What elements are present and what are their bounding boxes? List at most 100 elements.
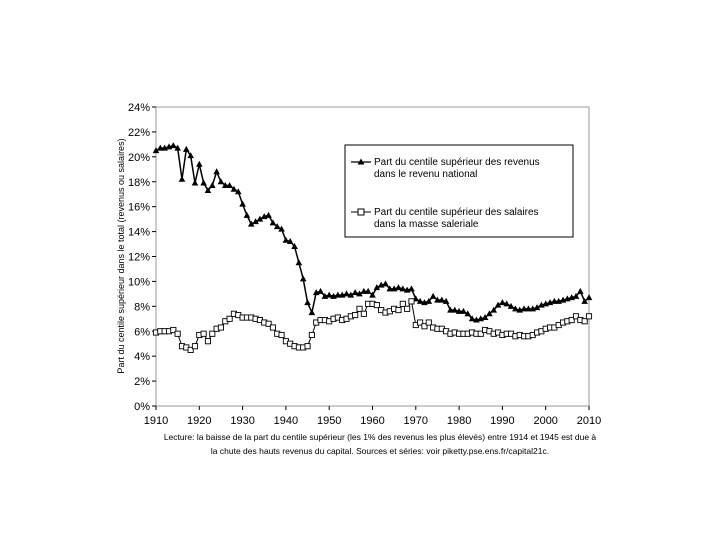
data-point-revenus — [499, 299, 506, 306]
data-point-salaires — [399, 300, 406, 307]
data-point-revenus — [490, 306, 498, 313]
data-point-revenus — [507, 302, 515, 309]
x-tick-label: 1950 — [317, 415, 341, 427]
data-point-revenus — [252, 218, 259, 225]
data-point-salaires — [265, 320, 272, 327]
data-point-revenus — [438, 296, 446, 303]
data-point-revenus — [585, 294, 593, 301]
series-layer — [152, 142, 593, 353]
data-point-revenus — [196, 160, 203, 167]
y-tick-label: 2% — [134, 376, 150, 388]
x-axis: 1910 1920 1930 1940 1950 1960 1970 1980 1990 2000… — [144, 406, 601, 427]
legend-label-revenus: Part du centile supérieur des revenus da… — [374, 157, 542, 180]
x-tick-label: 1930 — [230, 415, 254, 427]
legend-box — [344, 144, 574, 238]
data-point-revenus — [178, 175, 186, 182]
data-point-revenus — [304, 299, 311, 306]
data-point-revenus — [525, 305, 532, 312]
data-point-salaires — [200, 330, 207, 337]
y-tick-label: 6% — [134, 326, 150, 338]
data-point-revenus — [234, 188, 242, 195]
data-point-revenus — [356, 290, 363, 297]
y-tick-label: 18% — [128, 177, 150, 189]
data-point-revenus — [334, 291, 342, 298]
data-point-salaires — [568, 316, 575, 324]
data-point-revenus — [581, 297, 588, 304]
data-point-revenus — [273, 223, 281, 230]
data-point-salaires — [352, 312, 359, 319]
data-point-revenus — [278, 225, 285, 232]
data-point-revenus — [226, 181, 233, 188]
data-point-revenus — [204, 186, 212, 193]
data-point-salaires — [404, 305, 411, 312]
data-point-revenus — [247, 220, 255, 227]
data-point-salaires — [408, 298, 415, 305]
data-point-revenus — [351, 289, 359, 296]
data-point-revenus — [256, 215, 264, 222]
data-point-revenus — [520, 305, 528, 312]
data-point-revenus — [486, 310, 493, 317]
reading-note-line2: la chute des hauts revenus du capital. S… — [210, 446, 550, 456]
data-point-revenus — [373, 284, 381, 291]
data-point-salaires — [187, 346, 194, 353]
data-point-revenus — [269, 219, 277, 226]
data-point-revenus — [494, 301, 502, 308]
data-point-salaires — [417, 319, 424, 326]
data-point-revenus — [503, 300, 511, 307]
legend-triangle-marker — [357, 158, 365, 165]
data-point-revenus — [295, 259, 303, 266]
data-point-salaires — [209, 330, 216, 337]
y-tick-label: 14% — [128, 227, 150, 239]
data-point-revenus — [464, 310, 472, 317]
data-point-revenus — [208, 181, 216, 188]
data-point-salaires — [308, 331, 315, 339]
data-point-salaires — [421, 323, 428, 330]
data-point-salaires — [278, 331, 285, 339]
data-point-salaires — [174, 330, 181, 337]
data-point-salaires — [360, 310, 367, 317]
y-tick-label: 16% — [128, 202, 150, 214]
data-point-revenus — [460, 307, 467, 314]
data-point-revenus — [399, 285, 407, 292]
y-tick-label: 10% — [128, 276, 150, 288]
data-point-revenus — [265, 211, 272, 218]
data-point-revenus — [481, 314, 489, 321]
data-point-salaires — [395, 307, 402, 314]
data-point-revenus — [425, 297, 433, 304]
data-point-revenus — [183, 145, 190, 152]
x-tick-label: 1970 — [404, 415, 428, 427]
data-point-revenus — [243, 211, 251, 218]
y-tick-label: 12% — [128, 252, 150, 264]
x-tick-label: 1910 — [144, 415, 168, 427]
data-point-revenus — [395, 284, 402, 291]
data-point-salaires — [226, 315, 233, 322]
data-point-revenus — [512, 305, 519, 312]
y-tick-label: 4% — [134, 351, 150, 363]
data-point-revenus — [217, 178, 225, 185]
x-tick-label: 1980 — [447, 415, 471, 427]
reading-note-line1: Lecture: la baisse de la part du centile… — [163, 432, 597, 442]
data-point-revenus — [455, 307, 463, 314]
data-point-revenus — [347, 291, 355, 298]
x-tick-label: 2010 — [577, 415, 601, 427]
data-point-salaires — [204, 338, 212, 345]
x-tick-label: 1960 — [360, 415, 384, 427]
y-tick-label: 22% — [128, 127, 150, 139]
legend-square-marker — [357, 208, 365, 216]
data-point-revenus — [230, 185, 238, 192]
data-point-revenus — [442, 297, 450, 304]
data-point-revenus — [286, 238, 294, 245]
data-point-revenus — [434, 296, 441, 303]
data-point-revenus — [451, 306, 459, 313]
data-point-revenus — [364, 287, 372, 294]
data-point-salaires — [373, 302, 380, 309]
legend: Part du centile supérieur des revenus da… — [344, 144, 574, 238]
data-point-revenus — [386, 285, 394, 292]
data-point-salaires — [356, 305, 363, 312]
x-tick-label: 2000 — [533, 415, 557, 427]
data-point-revenus — [408, 285, 415, 292]
data-point-revenus — [369, 291, 376, 298]
data-point-revenus — [317, 287, 324, 294]
data-point-revenus — [291, 243, 298, 250]
